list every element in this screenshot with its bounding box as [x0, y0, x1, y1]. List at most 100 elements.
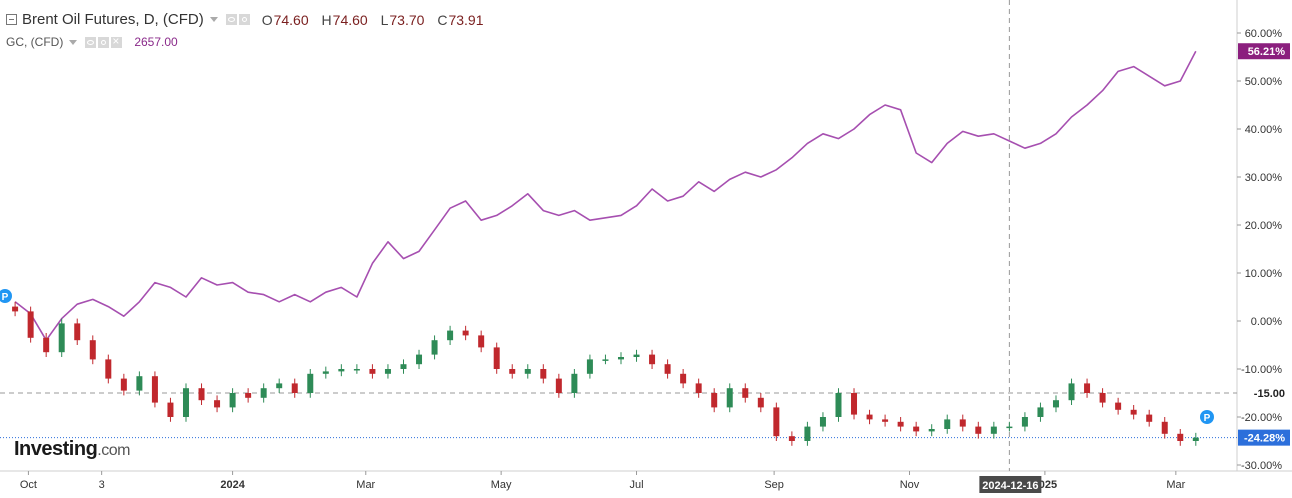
- crosshair-price-badge: [1238, 385, 1290, 401]
- candle-body: [524, 369, 531, 374]
- close-icon[interactable]: [111, 34, 123, 48]
- x-tick-label: Jul: [629, 479, 643, 491]
- candle-body: [493, 347, 500, 369]
- candle-body: [1115, 402, 1122, 410]
- candle-body: [944, 419, 951, 429]
- candle-body: [12, 306, 19, 312]
- ohlc-high: H74.60: [321, 11, 368, 28]
- candle-body: [58, 323, 65, 353]
- y-tick-label: -10.00%: [1241, 364, 1282, 376]
- candle-body: [913, 426, 920, 432]
- brent-last-price-badge-label: -24.28%: [1244, 433, 1285, 445]
- y-tick-label: -20.00%: [1241, 412, 1282, 424]
- candle-body: [617, 357, 624, 360]
- pin-marker-icon: [0, 289, 12, 303]
- collapse-icon[interactable]: [6, 14, 17, 25]
- candle-body: [291, 383, 298, 393]
- candle-body: [245, 393, 252, 398]
- x-tick-label: 2024: [220, 479, 245, 491]
- candle-body: [990, 426, 997, 434]
- x-tick-label: May: [491, 479, 512, 491]
- candle-body: [804, 426, 811, 441]
- y-tick-label: 20.00%: [1245, 220, 1283, 232]
- candle-body: [726, 388, 733, 408]
- candle-body: [866, 414, 873, 420]
- candle-body: [1099, 393, 1106, 403]
- crosshair-date-label: 2024-12-16: [982, 480, 1038, 492]
- ohlc-open: O74.60: [261, 11, 309, 28]
- candle-body: [1037, 407, 1044, 417]
- candle-body: [695, 383, 702, 393]
- candle-body: [897, 421, 904, 427]
- settings-icon[interactable]: [238, 14, 250, 25]
- candle-body: [959, 419, 966, 427]
- candle-body: [462, 330, 469, 336]
- pin-marker-icon-label: P: [2, 292, 9, 303]
- candle-body: [447, 330, 454, 341]
- candle-body: [1084, 383, 1091, 393]
- eye-icon[interactable]: [225, 14, 237, 25]
- candle-body: [773, 407, 780, 437]
- x-tick-label: 3: [99, 479, 105, 491]
- candle-body: [416, 354, 423, 365]
- gold-last-price-badge: [1238, 43, 1290, 60]
- y-tick-label: -30.00%: [1241, 460, 1282, 472]
- candle-body: [369, 369, 376, 374]
- candle-body: [664, 364, 671, 374]
- y-tick-label: 60.00%: [1245, 28, 1283, 40]
- dropdown-caret-icon[interactable]: [209, 17, 218, 22]
- candle-body: [1192, 437, 1199, 441]
- candle-body: [757, 397, 764, 408]
- candle-body: [384, 369, 391, 374]
- ohlc-low: L73.70: [380, 11, 425, 28]
- ohlc-values: O74.60 H74.60 L73.70 C73.91: [262, 12, 493, 28]
- compare-series-title[interactable]: GC, (CFD): [6, 35, 64, 49]
- candle-body: [602, 359, 609, 361]
- candle-body: [680, 373, 687, 384]
- candle-body: [509, 369, 516, 374]
- main-legend: Brent Oil Futures, D, (CFD) O74.60 H74.6…: [6, 11, 493, 28]
- gold-last-price-badge-label: 56.21%: [1248, 46, 1286, 58]
- candle-body: [819, 417, 826, 427]
- x-tick-label: Sep: [764, 479, 784, 491]
- pin-marker-icon-label: P: [1204, 413, 1211, 424]
- x-tick-label: Mar: [356, 479, 375, 491]
- candle-body: [882, 419, 889, 422]
- candle-body: [1052, 400, 1059, 408]
- gold-series-line: [14, 50, 1197, 341]
- y-tick-label: 10.00%: [1245, 268, 1283, 280]
- settings-icon[interactable]: [98, 36, 110, 48]
- candle-body: [478, 335, 485, 348]
- candle-body: [276, 383, 283, 389]
- candle-body: [198, 388, 205, 401]
- candle-body: [1006, 426, 1013, 429]
- eye-icon[interactable]: [85, 36, 97, 48]
- candle-body: [586, 359, 593, 374]
- investing-logo: Investing.com: [14, 438, 130, 460]
- dropdown-caret-icon[interactable]: [69, 39, 78, 45]
- x-tick-label: Nov: [900, 479, 920, 491]
- candle-body: [74, 323, 81, 341]
- pin-marker-icon: [1200, 410, 1214, 424]
- candle-body: [571, 373, 578, 393]
- candle-body: [711, 393, 718, 408]
- candle-body: [1161, 421, 1168, 434]
- candle-body: [975, 426, 982, 434]
- candle-body: [182, 388, 189, 417]
- candle-body: [788, 436, 795, 441]
- candle-body: [322, 371, 329, 374]
- main-series-title[interactable]: Brent Oil Futures, D, (CFD): [22, 11, 204, 28]
- candle-body: [928, 429, 935, 432]
- candle-body: [307, 373, 314, 393]
- candle-body: [1177, 433, 1184, 441]
- candle-body: [167, 402, 174, 417]
- crosshair-date-badge: [979, 476, 1042, 493]
- x-tick-label: Oct: [20, 479, 37, 491]
- candle-body: [851, 393, 858, 415]
- candle-body: [338, 369, 345, 372]
- compare-value: 2657.00: [134, 35, 178, 49]
- candle-body: [214, 400, 221, 408]
- crosshair-price-badge-label: -15.00: [1254, 388, 1285, 400]
